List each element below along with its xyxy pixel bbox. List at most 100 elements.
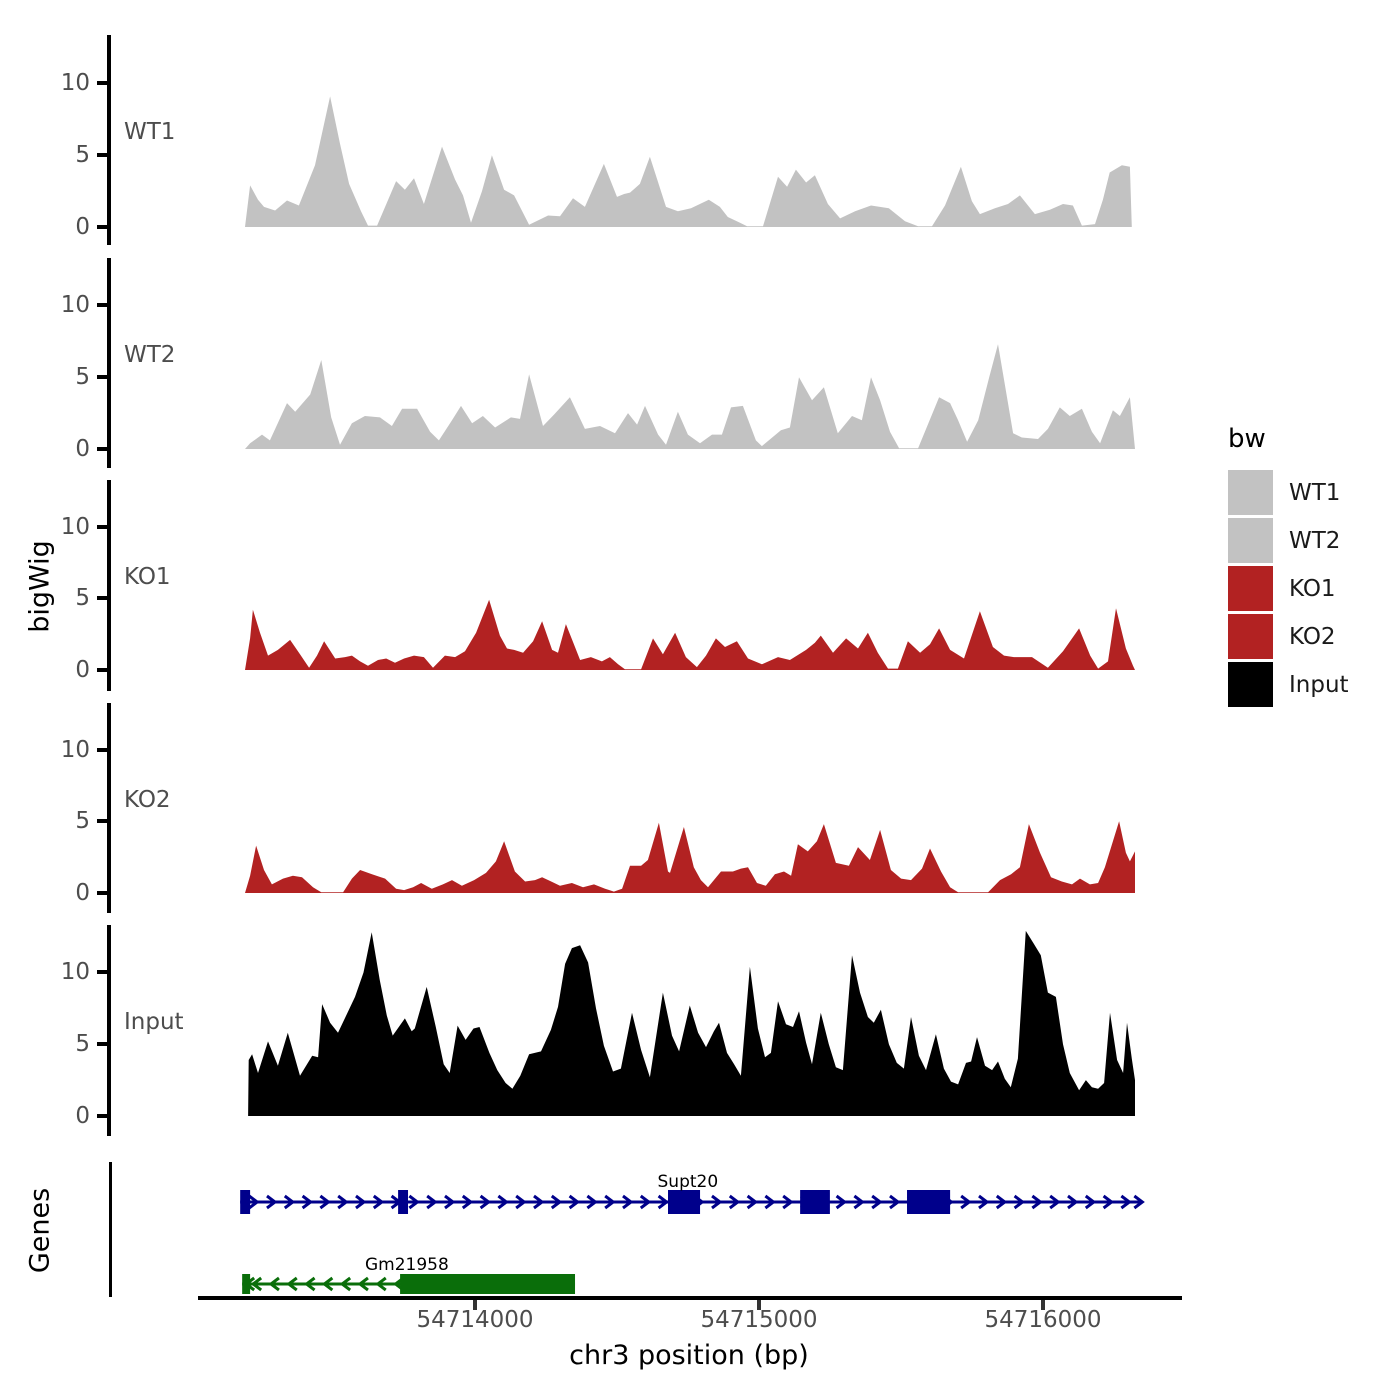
wt2-ylabel-5: 5 [75,364,90,390]
legend-item-input: Input [1228,662,1349,707]
gene-strand-arrow-supt20 [461,1194,474,1210]
legend-item-ko2: KO2 [1228,614,1349,659]
gene-exon-supt20 [668,1190,701,1214]
ko2-ylabel-5: 5 [75,808,90,834]
ko1-y-axis-line [107,480,111,691]
wt2-ylabel-10: 10 [60,292,90,318]
y-axis-title-genes: Genes [24,1187,56,1274]
track-area-ko2 [245,821,1135,893]
legend-swatch-ko1 [1228,566,1273,611]
gene-strand-arrow-supt20 [550,1194,563,1210]
gene-strand-arrow-supt20 [782,1194,794,1210]
track-label-ko1: KO1 [124,564,171,590]
track-area-ko1 [245,599,1135,670]
input-ylabel-0: 0 [75,1103,90,1129]
gene-strand-arrow-supt20 [283,1194,296,1210]
track-label-ko2: KO2 [124,787,171,813]
legend-label-wt2: WT2 [1289,527,1341,554]
ko2-ylabel-10: 10 [60,737,90,763]
gene-end-arrow-supt20 [1133,1194,1145,1210]
gene-strand-arrow-supt20 [319,1194,331,1210]
gene-strand-arrow-supt20 [372,1194,385,1210]
gene-strand-arrow-supt20 [871,1194,883,1210]
gene-label-supt20: Supt20 [657,1172,719,1192]
ko1-ylabel-10: 10 [60,514,90,540]
gene-strand-arrow-supt20 [835,1194,848,1210]
gene-strand-arrow-supt20 [604,1194,616,1210]
gene-strand-arrow-supt20 [1031,1194,1043,1210]
input-tick-0 [97,1114,108,1118]
gene-strand-arrow-supt20 [1084,1194,1097,1210]
legend: bw WT1 WT2 KO1 KO2 Input [1228,424,1349,710]
wt1-ylabel-0: 0 [75,214,90,240]
gene-strand-arrow-supt20 [337,1194,349,1210]
gene-strand-arrow-supt20 [568,1194,581,1210]
gene-strand-arrow-supt20 [746,1194,759,1210]
x-tick-label-54716000: 54716000 [984,1307,1102,1333]
legend-swatch-wt1 [1228,470,1273,515]
ko1-tick-0 [97,668,108,672]
track-label-wt2: WT2 [124,342,176,368]
track-area-wt1 [245,96,1132,228]
gene-strand-arrow-supt20 [533,1194,545,1210]
gene-strand-arrow-supt20 [657,1194,670,1210]
track-label-wt1: WT1 [124,119,176,145]
legend-label-ko1: KO1 [1289,575,1336,602]
wt1-y-axis-line [107,35,111,245]
input-ylabel-10: 10 [60,959,90,985]
gene-strand-arrow-supt20 [355,1194,367,1210]
gene-strand-arrow-supt20 [764,1194,776,1210]
gene-strand-arrow-supt20 [408,1194,420,1210]
gene-strand-arrow-supt20 [1049,1194,1061,1210]
gene-strand-arrow-supt20 [1102,1194,1115,1210]
gene-strand-arrow-supt20 [711,1194,723,1210]
legend-swatch-ko2 [1228,614,1273,659]
legend-item-wt1: WT1 [1228,470,1349,515]
gene-exon-supt20 [907,1190,951,1214]
gene-strand-arrow-supt20 [622,1194,634,1210]
ko1-ylabel-0: 0 [75,657,90,683]
gene-strand-arrow-supt20 [960,1194,972,1210]
ko2-y-axis-line [107,703,111,913]
ko2-tick-10 [97,748,108,752]
input-ylabel-5: 5 [75,1031,90,1057]
wt2-tick-0 [97,447,108,451]
gene-exon-supt20 [240,1190,251,1214]
input-y-axis-line [107,925,111,1136]
gene-exon-supt20 [800,1190,830,1214]
input-tick-5 [97,1042,108,1046]
gene-strand-arrow-gm21958 [357,1276,369,1292]
gene-strand-arrow-supt20 [853,1194,865,1210]
gene-strand-arrow-supt20 [995,1194,1008,1210]
gene-strand-arrow-gm21958 [268,1276,280,1292]
wt1-tick-10 [97,81,108,85]
gene-exon-gm21958 [400,1274,576,1294]
gene-strand-arrow-supt20 [266,1194,278,1210]
x-tick-label-54714000: 54714000 [416,1307,534,1333]
gene-strand-arrow-gm21958 [375,1276,387,1292]
gene-strand-arrow-gm21958 [321,1276,334,1292]
ko1-ylabel-5: 5 [75,585,90,611]
wt1-ylabel-5: 5 [75,142,90,168]
track-label-input: Input [124,1009,184,1035]
wt2-y-axis-line [107,258,111,468]
gene-strand-arrow-supt20 [1120,1194,1132,1210]
x-tick-54715000 [757,1300,761,1310]
wt1-tick-0 [97,225,108,229]
gene-strand-arrow-supt20 [301,1194,314,1210]
gene-strand-arrow-supt20 [444,1194,456,1210]
legend-title: bw [1228,424,1266,454]
genes-axis-line [109,1162,112,1297]
gene-strand-arrow-gm21958 [304,1276,316,1292]
ko2-tick-0 [97,891,108,895]
ko1-tick-10 [97,525,108,529]
legend-label-ko2: KO2 [1289,623,1336,650]
legend-item-wt2: WT2 [1228,518,1349,563]
ko2-tick-5 [97,819,108,823]
input-tick-10 [97,970,108,974]
gene-exon-gm21958 [242,1274,251,1294]
x-axis-line [198,1296,1182,1300]
gene-strand-arrow-supt20 [479,1194,492,1210]
gene-label-gm21958: Gm21958 [364,1255,449,1275]
